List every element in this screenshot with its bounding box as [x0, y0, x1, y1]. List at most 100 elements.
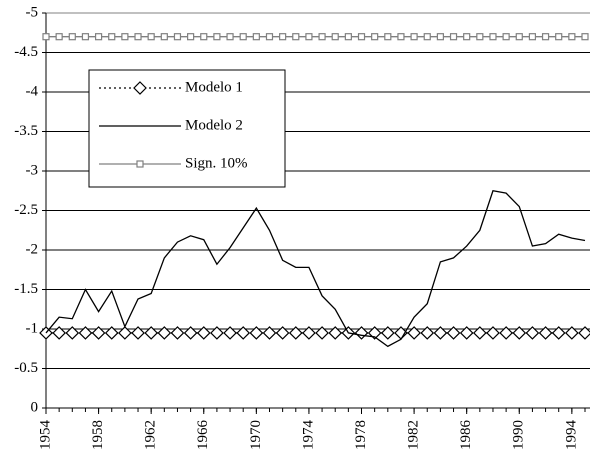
y-tick-label: -5	[26, 4, 39, 20]
marker	[279, 33, 287, 41]
marker	[463, 33, 471, 41]
x-tick-label: 1966	[195, 420, 211, 451]
series	[42, 33, 589, 41]
marker	[196, 326, 211, 340]
marker	[541, 33, 550, 41]
marker	[173, 33, 182, 41]
marker	[410, 33, 418, 41]
marker	[420, 326, 435, 340]
marker	[136, 160, 144, 168]
legend-label: Sign. 10%	[185, 155, 248, 171]
x-tick-label: 1974	[300, 420, 316, 451]
x-tick-label: 1994	[563, 420, 579, 451]
marker	[288, 326, 303, 340]
y-tick-label: -3.5	[14, 123, 38, 139]
marker	[397, 33, 405, 41]
marker	[581, 33, 589, 41]
marker	[68, 33, 76, 41]
marker	[555, 33, 563, 41]
x-tick-label: 1978	[353, 420, 369, 450]
marker	[104, 326, 119, 340]
marker	[118, 326, 132, 340]
y-tick-label: -1	[26, 320, 39, 336]
marker	[134, 33, 142, 41]
marker	[226, 33, 234, 41]
marker	[512, 326, 527, 340]
marker	[525, 326, 540, 340]
marker	[252, 33, 260, 41]
marker	[275, 326, 290, 340]
marker	[436, 33, 444, 41]
marker	[249, 326, 264, 340]
marker	[78, 326, 93, 340]
marker	[200, 33, 208, 41]
marker	[121, 33, 129, 41]
x-tick-label: 1990	[511, 420, 527, 450]
series-line	[45, 190, 586, 348]
marker	[433, 326, 448, 340]
marker	[486, 326, 500, 340]
x-tick-label: 1954	[37, 420, 53, 451]
marker	[108, 33, 116, 41]
legend-box	[88, 69, 286, 188]
x-tick-label: 1986	[458, 420, 474, 451]
marker	[144, 326, 159, 340]
legend-label: Modelo 2	[185, 117, 243, 133]
marker	[183, 326, 198, 340]
marker	[262, 326, 277, 340]
marker	[472, 326, 487, 340]
marker	[91, 326, 106, 340]
marker	[568, 33, 576, 41]
series	[39, 326, 590, 340]
y-tick-label: -4	[26, 83, 39, 99]
marker	[265, 33, 274, 41]
x-tick-label: 1958	[90, 420, 106, 450]
y-tick-label: -2.5	[14, 202, 38, 218]
marker	[476, 33, 484, 41]
marker	[65, 326, 80, 340]
marker	[55, 33, 63, 41]
marker	[384, 33, 392, 41]
marker	[423, 33, 431, 41]
marker	[170, 326, 185, 340]
marker	[357, 33, 366, 41]
marker	[538, 326, 553, 340]
x-tick-label: 1970	[248, 420, 264, 450]
marker	[318, 33, 326, 41]
marker	[459, 326, 474, 340]
y-tick-label: -3	[26, 162, 39, 178]
marker	[499, 326, 513, 340]
marker	[515, 33, 523, 41]
marker	[449, 33, 458, 41]
marker	[489, 33, 497, 41]
marker	[502, 33, 510, 41]
marker	[331, 33, 339, 41]
marker	[147, 33, 155, 41]
y-tick-label: -0.5	[14, 360, 38, 376]
y-tick-label: -4.5	[14, 44, 38, 60]
marker	[407, 326, 421, 340]
marker	[565, 326, 579, 340]
marker	[133, 81, 147, 95]
marker	[446, 326, 461, 340]
marker	[236, 326, 251, 340]
marker	[528, 33, 537, 41]
x-tick-label: 1982	[406, 420, 422, 450]
marker	[223, 326, 237, 340]
marker	[315, 326, 329, 340]
marker	[213, 33, 221, 41]
series	[45, 190, 586, 348]
marker	[160, 33, 168, 41]
marker	[94, 33, 103, 41]
marker	[42, 33, 50, 41]
marker	[81, 33, 90, 41]
marker	[380, 326, 395, 340]
marker	[239, 33, 247, 41]
marker	[305, 33, 313, 41]
y-tick-label: 0	[31, 399, 39, 415]
marker	[157, 326, 172, 340]
legend: Modelo 1 Modelo 2 Sign. 10%	[88, 69, 286, 188]
marker	[328, 326, 343, 340]
y-tick-label: -2	[26, 241, 39, 257]
